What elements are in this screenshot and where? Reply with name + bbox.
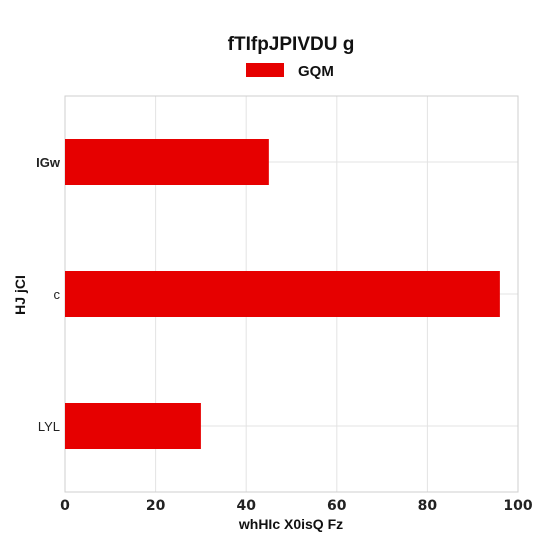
x-tick-label: 100 (503, 498, 532, 514)
chart-title: fTIfpJPIVDU g (228, 34, 355, 55)
x-tick-label: 80 (418, 498, 438, 514)
x-tick-label: 60 (327, 498, 347, 514)
y-axis-label: HJ jCI (12, 275, 28, 315)
bar-IGw (65, 139, 269, 185)
y-tick-label: LYL (38, 419, 60, 434)
legend-swatch (246, 63, 284, 77)
x-tick-label: 40 (236, 498, 256, 514)
plot-area: 0 20 40 60 80 100 IGw c LYL (36, 95, 533, 514)
x-axis-label: whHIc X0isQ Fz (238, 516, 343, 532)
legend: GQM (246, 63, 334, 80)
x-tick-label: 0 (60, 498, 70, 514)
bar-c (65, 271, 500, 317)
bar-LYL (65, 403, 201, 449)
x-tick-label: 20 (146, 498, 166, 514)
y-tick-label: c (54, 287, 61, 302)
legend-label: GQM (298, 63, 334, 80)
y-tick-label: IGw (36, 155, 61, 170)
